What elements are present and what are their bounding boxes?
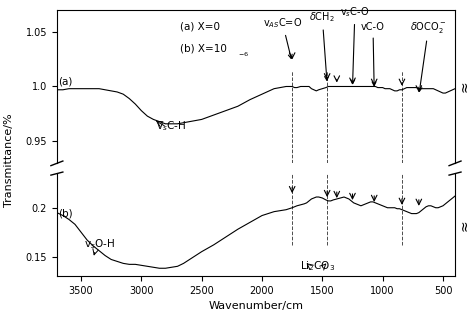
Text: $^{-6}$: $^{-6}$ — [238, 51, 249, 60]
Text: v$_s$O-H: v$_s$O-H — [83, 237, 115, 251]
Text: Transmittance/%: Transmittance/% — [4, 114, 15, 207]
Text: (a): (a) — [58, 76, 73, 86]
Text: v$_s$C-H: v$_s$C-H — [156, 119, 187, 133]
Text: v$_s$C-O: v$_s$C-O — [340, 5, 370, 83]
Text: (b): (b) — [58, 209, 73, 219]
Text: ≈: ≈ — [457, 219, 471, 230]
Text: $\delta$CH$_2$: $\delta$CH$_2$ — [310, 11, 335, 80]
X-axis label: Wavenumber/cm: Wavenumber/cm — [209, 301, 303, 311]
Text: Li$_2$CO$_3$: Li$_2$CO$_3$ — [300, 259, 335, 273]
Text: v$_{AS}$C=O: v$_{AS}$C=O — [263, 16, 302, 58]
Text: $\delta$OCO$_2^-$: $\delta$OCO$_2^-$ — [410, 21, 447, 91]
Text: ≈: ≈ — [457, 81, 471, 92]
Text: (b) X=10: (b) X=10 — [180, 43, 227, 53]
Text: vC-O: vC-O — [361, 22, 385, 86]
Text: (a) X=0: (a) X=0 — [180, 22, 220, 32]
